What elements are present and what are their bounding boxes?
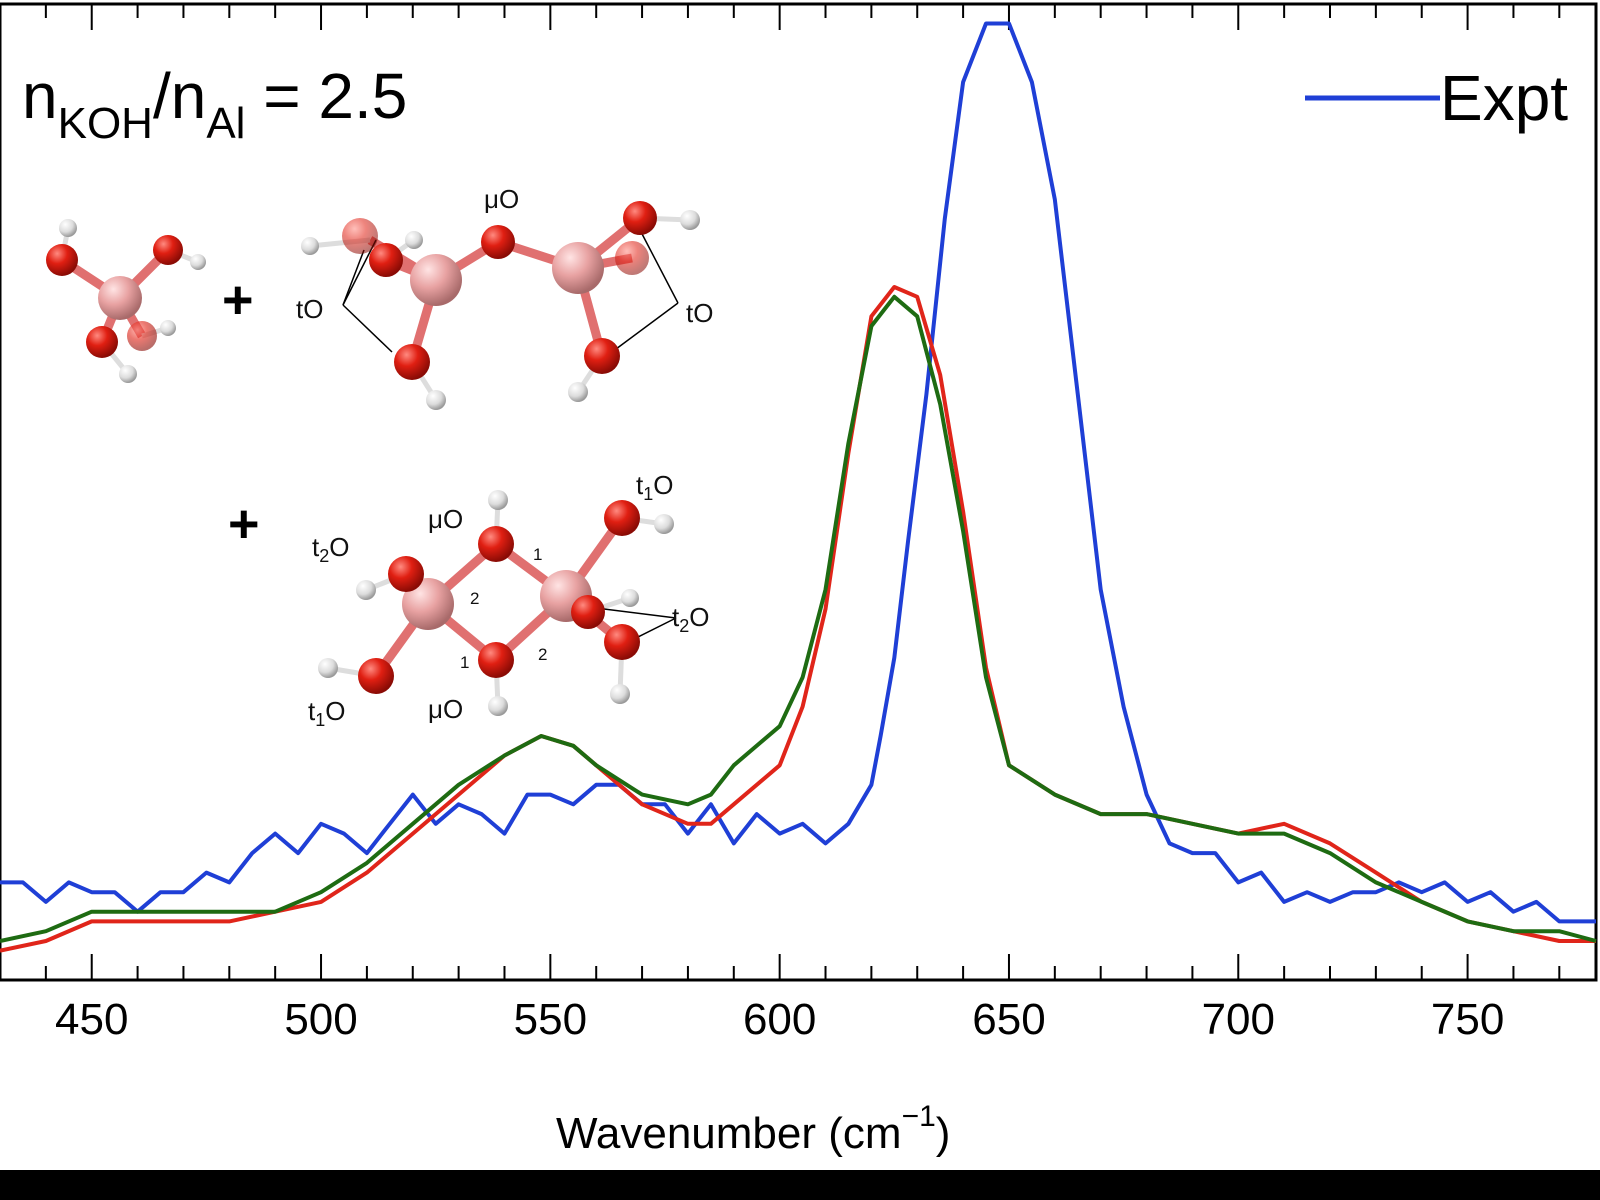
legend-label-expt: Expt [1440,62,1568,134]
label-cyclic-t2O-right: t2O [672,602,709,636]
ring-number-1-top: 1 [533,545,542,564]
ring-number-2-left: 2 [470,589,479,608]
x-tick-label-450: 450 [55,995,128,1044]
ring-number-2-right: 2 [538,645,547,664]
x-tick-label-500: 500 [284,995,357,1044]
x-tick-label-650: 650 [972,995,1045,1044]
series-line-calc-1 [0,285,1596,953]
title-sub-al: Al [206,99,245,148]
title-sub-koh: KOH [58,99,153,148]
label-cyclic-muO-bottom: μO [428,694,463,724]
title-rest: = 2.5 [245,60,407,132]
legend: Expt [1305,62,1568,134]
label-dimer-muO: μO [484,184,519,214]
plus-sign-1: + [222,270,254,330]
series-layer [0,21,1597,953]
molecule-dimer [301,201,700,410]
label-cyclic-t1O-top: t1O [636,470,673,504]
x-tick-label-550: 550 [514,995,587,1044]
title-n: n [22,60,58,132]
x-axis-title-close: ) [936,1109,951,1158]
series-line-expt [0,21,1596,924]
x-axis-title: Wavenumber (cm−1) [556,1100,950,1158]
label-dimer-tO-right: tO [686,298,713,328]
label-cyclic-t2O-left: t2O [312,532,349,566]
label-cyclic-muO-top: μO [428,504,463,534]
chart-title: nKOH/nAl = 2.5 [22,60,407,148]
x-tick-label-700: 700 [1202,995,1275,1044]
molecule-monomer [46,219,206,383]
x-tick-label-750: 750 [1431,995,1504,1044]
x-tick-label-600: 600 [743,995,816,1044]
series-line-calc-2 [0,294,1597,943]
x-axis-title-sup: −1 [902,1100,936,1133]
label-cyclic-t1O-bottom: t1O [308,696,345,730]
ring-number-1-bottom: 1 [460,653,469,672]
title-slash-n: /n [153,60,206,132]
plus-sign-2: + [228,494,260,554]
axis-ticks: 450 500 550 600 650 700 750 [0,4,1561,1044]
bottom-band [0,1170,1600,1200]
label-dimer-tO-left: tO [296,294,323,324]
molecule-cyclic-dimer [318,490,677,716]
plot-frame [0,2,1598,982]
x-axis-title-main: Wavenumber (cm [556,1109,902,1158]
